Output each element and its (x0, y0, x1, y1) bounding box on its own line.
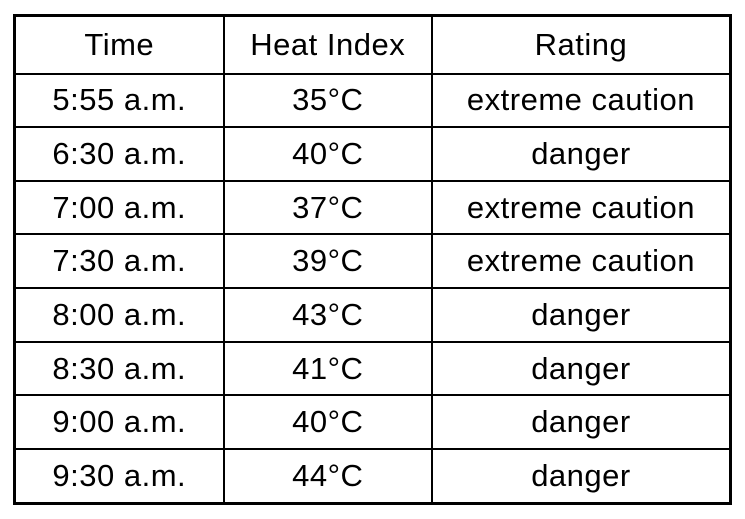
column-header-time: Time (13, 14, 225, 75)
cell-rating: extreme caution (430, 72, 732, 129)
cell-time: 7:30 a.m. (13, 233, 225, 290)
cell-rating: danger (430, 287, 732, 343)
cell-heat-index: 40°C (222, 126, 433, 182)
header-row: Time Heat Index Rating (13, 14, 732, 75)
table-row: 5:55 a.m. 35°C extreme caution (13, 72, 732, 129)
cell-heat-index: 43°C (222, 287, 433, 343)
cell-rating: extreme caution (430, 179, 732, 236)
cell-heat-index: 41°C (222, 340, 433, 397)
cell-time: 8:00 a.m. (13, 287, 225, 343)
cell-rating: danger (430, 126, 732, 182)
table-row: 7:00 a.m. 37°C extreme caution (13, 179, 732, 236)
cell-time: 9:30 a.m. (13, 448, 225, 505)
cell-heat-index: 35°C (222, 72, 433, 129)
cell-time: 6:30 a.m. (13, 126, 225, 182)
cell-heat-index: 39°C (222, 233, 433, 290)
cell-time: 5:55 a.m. (13, 72, 225, 129)
cell-heat-index: 37°C (222, 179, 433, 236)
table-row: 6:30 a.m. 40°C danger (13, 126, 732, 182)
cell-rating: danger (430, 340, 732, 397)
cell-heat-index: 40°C (222, 394, 433, 451)
cell-time: 9:00 a.m. (13, 394, 225, 451)
cell-rating: danger (430, 394, 732, 451)
table-row: 9:00 a.m. 40°C danger (13, 394, 732, 451)
column-header-rating: Rating (430, 14, 732, 75)
cell-time: 7:00 a.m. (13, 179, 225, 236)
cell-rating: danger (430, 448, 732, 505)
table-body: 5:55 a.m. 35°C extreme caution 6:30 a.m. 40°… (13, 72, 732, 505)
table-row: 8:30 a.m. 41°C danger (13, 340, 732, 397)
table-header: Time Heat Index Rating (13, 14, 732, 75)
cell-rating: extreme caution (430, 233, 732, 290)
heat-index-table: Time Heat Index Rating 5:55 a.m. 35°C extr… (13, 14, 732, 505)
cell-heat-index: 44°C (222, 448, 433, 505)
table-row: 9:30 a.m. 44°C danger (13, 448, 732, 505)
cell-time: 8:30 a.m. (13, 340, 225, 397)
table-row: 8:00 a.m. 43°C danger (13, 287, 732, 343)
column-header-heat-index: Heat Index (222, 14, 433, 75)
table-row: 7:30 a.m. 39°C extreme caution (13, 233, 732, 290)
